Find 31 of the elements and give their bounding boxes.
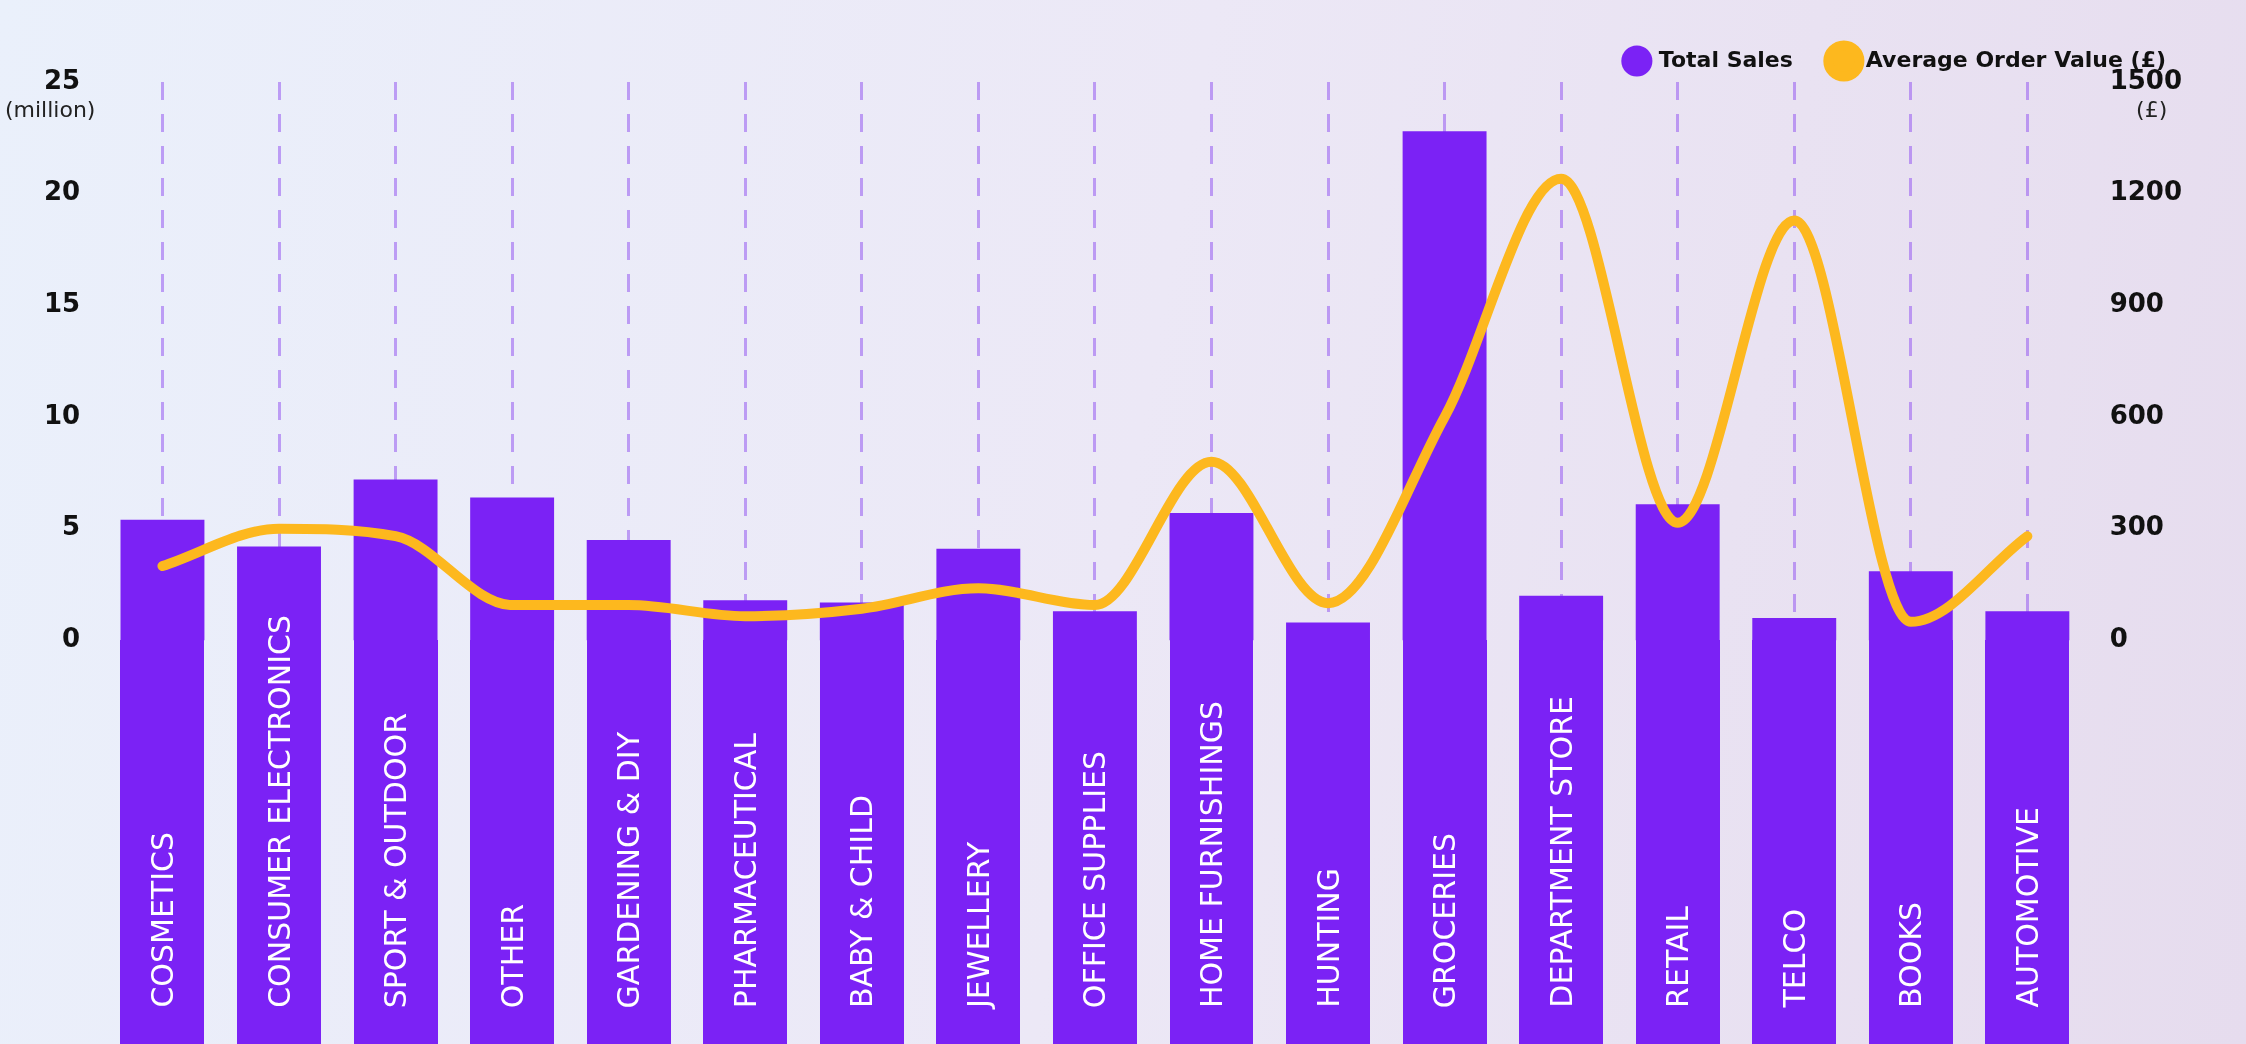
- x-tick-label: OFFICE SUPPLIES: [1077, 750, 1113, 1008]
- y2-tick-label: 0: [2109, 623, 2128, 654]
- x-tick-label: DEPARTMENT STORE: [1543, 696, 1579, 1008]
- y-tick-label: 20: [43, 176, 81, 207]
- x-tick-label: TELCO: [1776, 909, 1812, 1008]
- x-tick-label: BABY & CHILD: [844, 794, 880, 1008]
- x-tick-label: BOOKS: [1893, 901, 1929, 1008]
- y2-tick-label: 300: [2109, 511, 2164, 542]
- x-tick-label: GARDENING & DIY: [611, 731, 647, 1008]
- x-tick-label: COSMETICS: [144, 832, 180, 1008]
- x-tick-label: OTHER: [494, 903, 530, 1008]
- x-tick-label: RETAIL: [1660, 906, 1696, 1008]
- y2-tick-label: 600: [2109, 399, 2164, 430]
- y-axis-title: (million): [4, 96, 96, 122]
- y-tick-label: 0: [62, 623, 81, 654]
- y-tick-label: 15: [43, 288, 81, 319]
- x-tick-label: HUNTING: [1310, 868, 1346, 1008]
- x-tick-label: CONSUMER ELECTRONICS: [261, 615, 297, 1008]
- y-tick-label: 5: [62, 511, 81, 542]
- y-tick-label: 25: [43, 64, 81, 95]
- x-tick-label: HOME FURNISHINGS: [1193, 700, 1229, 1008]
- legend-label: Total Sales: [1658, 46, 1793, 72]
- y-tick-label: 10: [43, 399, 81, 430]
- x-tick-label: SPORT & OUTDOOR: [378, 712, 414, 1008]
- x-tick-label: PHARMACEUTICAL: [727, 732, 763, 1008]
- y2-tick-label: 900: [2109, 288, 2164, 319]
- x-tick-label: JEWELLERY: [960, 841, 996, 1008]
- y2-tick-label: 1200: [2109, 176, 2183, 207]
- x-tick-label: GROCERIES: [1427, 832, 1463, 1008]
- y2-axis-title: (£): [2136, 96, 2168, 122]
- x-tick-label: AUTOMOTIVE: [2009, 807, 2045, 1008]
